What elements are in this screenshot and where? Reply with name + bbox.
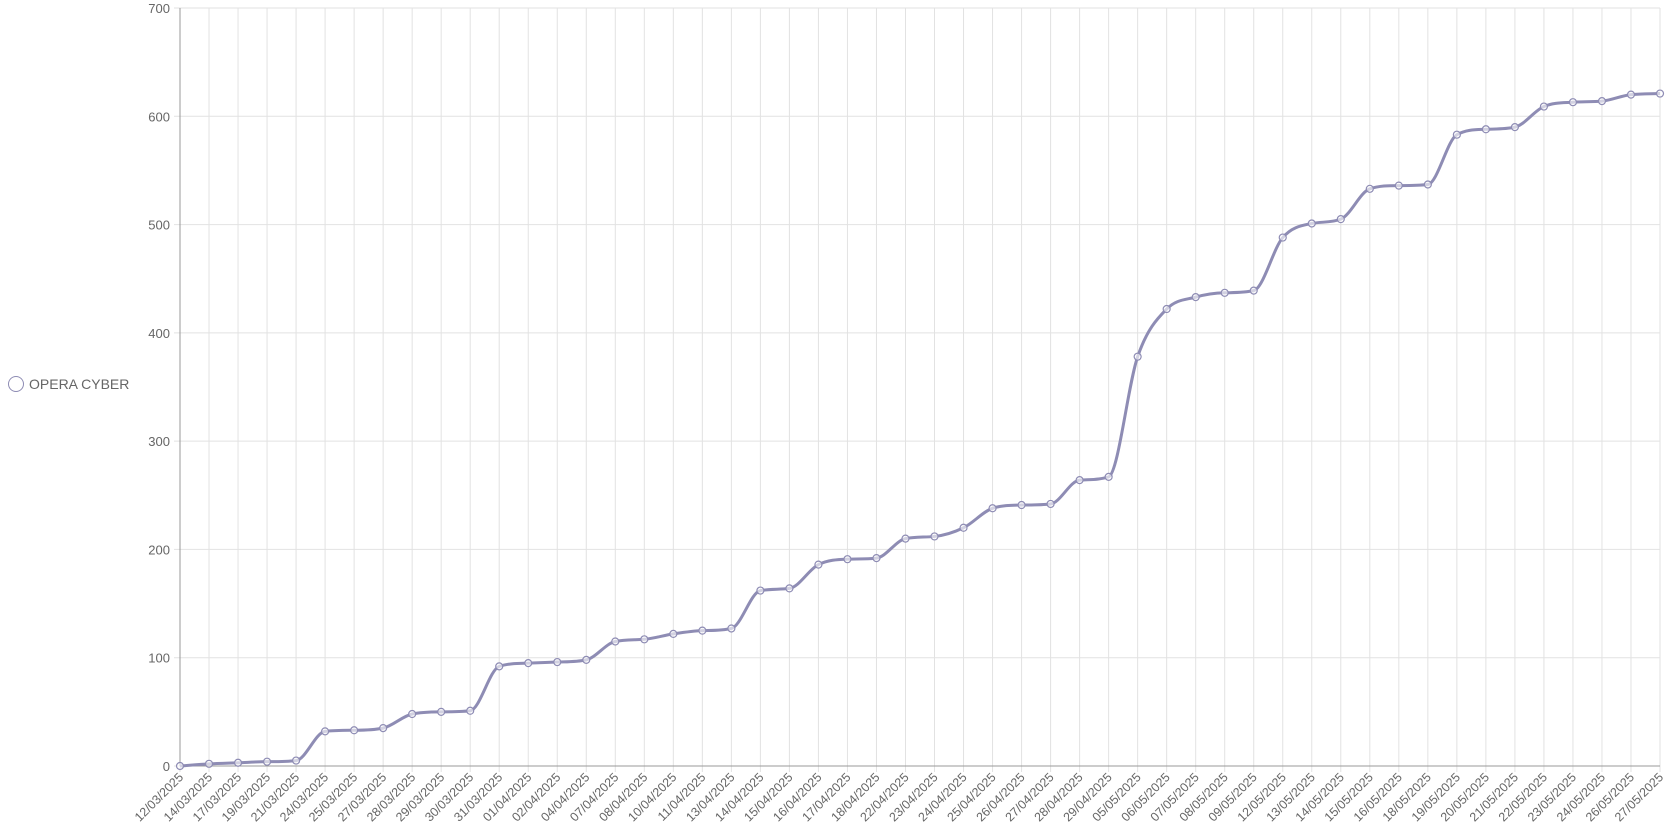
data-point (1655, 89, 1665, 98)
data-point (1394, 181, 1403, 190)
y-tick-label: 400 (148, 326, 170, 341)
data-point (204, 759, 214, 768)
y-tick-label: 500 (148, 218, 170, 233)
data-point (553, 657, 562, 667)
data-point (611, 637, 620, 646)
data-point (233, 758, 243, 767)
data-point (320, 727, 330, 736)
legend-swatch-icon (8, 376, 24, 392)
grid-lines (174, 7, 1661, 772)
axes (179, 8, 1660, 767)
data-point (1336, 215, 1345, 224)
x-tick-labels: 12/03/202514/03/202517/03/202519/03/2025… (132, 770, 1665, 824)
y-tick-label: 300 (148, 434, 170, 449)
data-point (582, 655, 591, 664)
data-point (901, 534, 910, 543)
data-point (1133, 352, 1142, 361)
data-point (495, 662, 504, 671)
data-point (1046, 499, 1055, 509)
data-point (1423, 180, 1432, 189)
data-point (524, 659, 533, 668)
data-point (1162, 304, 1171, 314)
y-tick-label: 100 (148, 651, 170, 666)
data-point (843, 555, 852, 564)
data-point (669, 629, 678, 638)
data-point (872, 553, 881, 563)
data-point (1510, 123, 1520, 132)
data-point (1568, 98, 1578, 107)
data-point (291, 756, 301, 765)
legend-label: OPERA CYBER (29, 376, 130, 392)
data-point (379, 723, 388, 733)
data-point (1249, 286, 1258, 295)
data-point (1365, 184, 1374, 193)
data-point (1307, 219, 1316, 228)
y-tick-label: 600 (148, 109, 170, 124)
data-point (1017, 500, 1026, 510)
data-point (640, 635, 649, 644)
data-point (1075, 476, 1084, 485)
data-point (1452, 130, 1461, 139)
data-point (350, 726, 359, 735)
data-point (408, 709, 417, 719)
series-line (179, 92, 1661, 768)
data-point (1278, 233, 1287, 242)
data-point (959, 523, 968, 532)
data-point (1220, 288, 1229, 297)
legend[interactable]: OPERA CYBER (8, 376, 129, 392)
data-point (756, 586, 765, 595)
data-point (814, 560, 823, 569)
data-point (1539, 102, 1549, 111)
data-point (785, 584, 794, 593)
data-point (175, 761, 185, 771)
data-point (437, 707, 446, 716)
series-lines (179, 92, 1661, 768)
data-points (175, 89, 1665, 771)
y-tick-label: 200 (148, 542, 170, 557)
data-point (698, 626, 707, 635)
data-point (1104, 472, 1113, 481)
data-point (727, 624, 736, 633)
data-point (1191, 293, 1200, 302)
data-point (1481, 125, 1490, 134)
y-tick-label: 0 (163, 759, 170, 774)
data-point (1597, 97, 1607, 106)
data-point (466, 706, 475, 715)
y-tick-label: 700 (148, 1, 170, 16)
data-point (1626, 90, 1636, 99)
data-point (262, 757, 272, 766)
y-tick-labels: 0 100 200 300 400 500 600 700 (148, 1, 170, 774)
data-point (930, 532, 939, 541)
data-point (988, 504, 997, 513)
